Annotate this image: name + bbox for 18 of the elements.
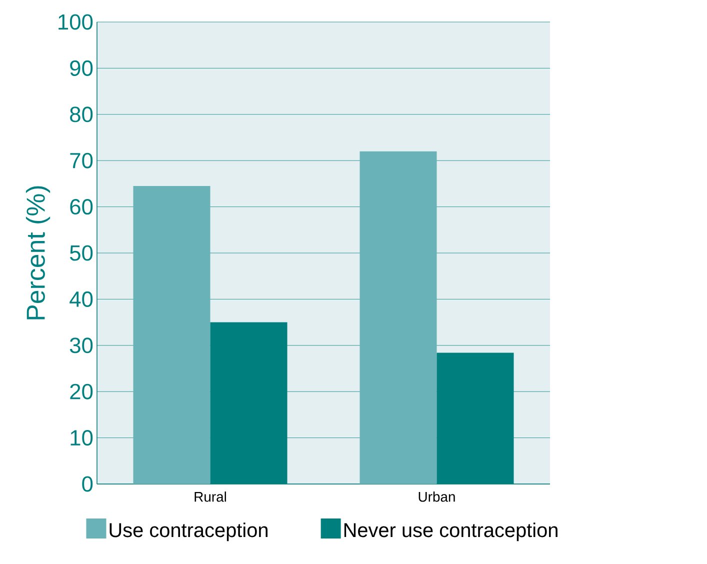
legend-label: Never use contraception	[344, 522, 558, 542]
y-tick-label: 30	[70, 338, 93, 354]
y-tick-label: 50	[70, 245, 93, 261]
y-tick-label: 40	[70, 291, 93, 307]
legend-label: Use contraception	[110, 522, 268, 542]
y-tick-label: 90	[70, 60, 93, 76]
bar	[360, 151, 437, 484]
y-tick-label: 60	[70, 199, 93, 215]
y-tick-label: 20	[70, 384, 93, 400]
y-axis-title: Percent (%)	[26, 186, 50, 320]
x-tick-label: Urban	[418, 492, 455, 502]
y-tick-label: 0	[82, 476, 93, 492]
y-tick-label: 80	[70, 106, 93, 122]
y-tick-label: 70	[70, 152, 93, 168]
bar	[133, 186, 210, 484]
y-tick-label: 100	[58, 14, 93, 30]
x-tick-label: Rural	[194, 492, 226, 502]
y-tick-label: 10	[70, 430, 93, 446]
